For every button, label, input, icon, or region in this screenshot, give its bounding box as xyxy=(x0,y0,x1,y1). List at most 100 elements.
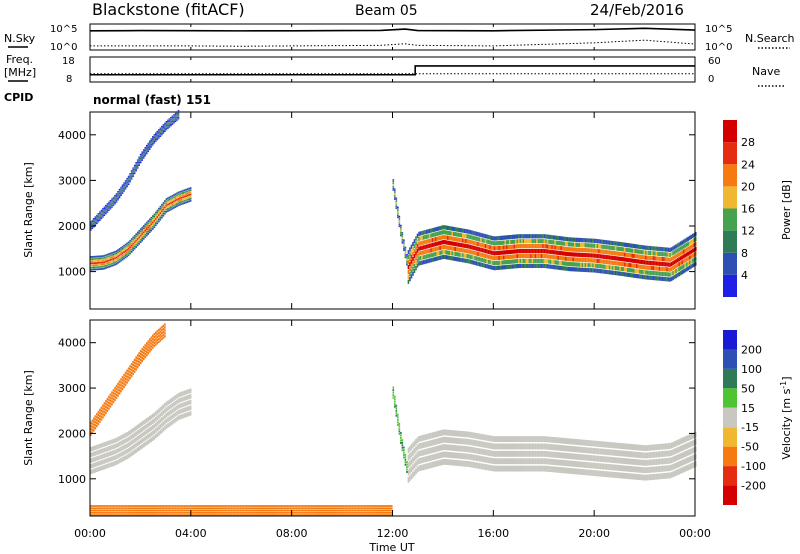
velocity-cell xyxy=(215,514,218,516)
velocity-cell xyxy=(344,507,346,510)
velocity-cell xyxy=(180,505,183,507)
velocity-cell xyxy=(507,436,510,443)
velocity-cell xyxy=(434,438,437,445)
power-cell xyxy=(117,191,119,193)
power-cell xyxy=(587,263,590,268)
velocity-cell xyxy=(182,396,184,402)
power-cell xyxy=(533,234,535,239)
power-cell xyxy=(118,195,121,197)
velocity-cell xyxy=(282,507,284,510)
power-cell xyxy=(130,244,133,247)
velocity-cell xyxy=(567,445,570,452)
power-cell xyxy=(493,246,496,251)
velocity-cell xyxy=(126,372,128,375)
power-cell xyxy=(106,208,109,210)
velocity-cell xyxy=(483,463,485,470)
power-cell xyxy=(167,126,169,128)
velocity-cell xyxy=(111,450,113,456)
velocity-cell xyxy=(139,439,142,444)
power-cell xyxy=(416,243,419,248)
velocity-cell xyxy=(109,509,112,512)
velocity-cell xyxy=(105,405,107,409)
power-cell xyxy=(183,197,186,200)
power-cell xyxy=(126,177,128,180)
velocity-cell xyxy=(159,505,162,507)
power-cell xyxy=(521,239,523,244)
velocity-cell xyxy=(330,514,333,516)
power-cell xyxy=(449,236,452,241)
power-cell xyxy=(679,251,682,256)
velocity-cell xyxy=(499,443,502,450)
velocity-cell xyxy=(360,505,363,507)
velocity-cell xyxy=(425,441,428,448)
velocity-colorbar-segment xyxy=(723,466,737,486)
velocity-cell xyxy=(226,511,228,514)
velocity-cell xyxy=(378,505,381,507)
velocity-cell xyxy=(142,346,145,349)
velocity-cell xyxy=(415,446,417,453)
power-cell xyxy=(96,220,98,222)
velocity-cell xyxy=(664,458,667,465)
power-cell xyxy=(112,251,115,254)
velocity-cell xyxy=(319,509,322,512)
power-cell xyxy=(177,116,180,119)
power-cell xyxy=(566,241,569,247)
velocity-cell xyxy=(188,509,190,512)
velocity-cell xyxy=(602,448,605,455)
power-cell xyxy=(493,241,496,246)
velocity-cell xyxy=(496,436,499,443)
velocity-cell xyxy=(236,505,239,507)
power-cell xyxy=(171,199,174,201)
velocity-cell xyxy=(118,514,121,516)
velocity-cell xyxy=(170,404,172,409)
power-cell xyxy=(167,119,169,121)
velocity-cell xyxy=(675,455,677,462)
power-cell xyxy=(100,268,103,270)
velocity-cell xyxy=(589,469,591,476)
velocity-cell xyxy=(235,507,237,510)
velocity-cell xyxy=(121,379,124,382)
velocity-cell xyxy=(472,447,475,454)
power-cell xyxy=(145,221,148,224)
power-cell xyxy=(443,225,446,230)
power-cell xyxy=(158,212,160,214)
power-cell xyxy=(424,230,426,235)
power-cell xyxy=(539,258,541,264)
power-cell xyxy=(607,260,609,265)
power-cell xyxy=(127,252,130,254)
velocity-cell xyxy=(511,443,514,450)
power-cell xyxy=(592,263,594,268)
velocity-cell xyxy=(150,431,153,437)
velocity-cell xyxy=(257,507,260,510)
velocity-cell xyxy=(185,407,187,412)
velocity-cell xyxy=(427,463,429,469)
power-cell xyxy=(430,233,432,238)
velocity-cell xyxy=(269,514,272,516)
power-cell xyxy=(437,256,440,261)
power-cell xyxy=(564,266,567,271)
velocity-cell xyxy=(188,507,190,510)
velocity-cell xyxy=(186,395,189,400)
power-cell xyxy=(121,256,124,259)
velocity-cell xyxy=(144,511,147,514)
velocity-cell xyxy=(398,432,401,435)
velocity-cell xyxy=(256,505,258,507)
power-cell xyxy=(141,235,144,238)
power-cell xyxy=(533,244,535,249)
velocity-cell xyxy=(431,439,434,446)
velocity-cell xyxy=(682,459,685,466)
velocity-cell xyxy=(484,456,487,463)
velocity-cell xyxy=(297,511,299,514)
velocity-cell xyxy=(338,507,340,510)
velocity-cell xyxy=(456,445,458,452)
power-cell xyxy=(188,196,190,199)
velocity-cell xyxy=(201,511,204,514)
velocity-cell xyxy=(96,507,98,510)
velocity-cell xyxy=(239,509,242,512)
power-cell xyxy=(102,255,104,258)
velocity-cell xyxy=(584,469,587,476)
power-cell xyxy=(587,253,590,258)
velocity-cell xyxy=(280,511,283,514)
velocity-cell xyxy=(198,514,201,516)
power-cell xyxy=(478,262,481,267)
